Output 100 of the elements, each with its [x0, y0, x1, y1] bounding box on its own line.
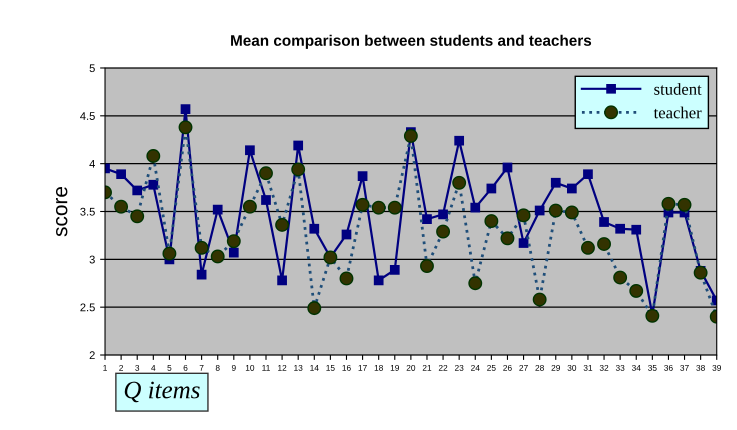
x-tick-label: 26	[503, 364, 512, 371]
x-tick-label: 14	[310, 365, 319, 371]
x-tick-label: 39	[712, 364, 721, 371]
x-tick-label: 37	[680, 364, 689, 371]
point	[645, 308, 660, 323]
x-tick-label: 13	[294, 364, 302, 371]
x-tick-label: 27	[519, 364, 528, 371]
point	[438, 210, 448, 220]
point	[550, 178, 561, 188]
point	[436, 224, 450, 239]
point	[146, 149, 160, 163]
x-tick-label: 36	[664, 364, 673, 371]
point	[242, 200, 257, 214]
x-tick-label: 29	[552, 364, 560, 371]
point	[502, 162, 512, 172]
point	[261, 195, 271, 205]
x-tick-label: 23	[454, 364, 464, 371]
x-tick-label: 21	[422, 364, 432, 371]
x-tick-label: 19	[390, 364, 400, 371]
point	[631, 224, 642, 235]
x-tick-label: 31	[584, 364, 592, 371]
y-tick-label: 3.5	[80, 208, 95, 216]
x-tick-label: 25	[487, 364, 496, 371]
x-tick-label: 18	[374, 364, 383, 371]
y-tick-label: 5	[90, 64, 95, 72]
point	[259, 166, 273, 180]
point	[180, 104, 190, 114]
point	[564, 206, 579, 220]
point	[468, 276, 482, 290]
legend-label: teacher	[654, 106, 702, 118]
x-tick-label: 11	[262, 365, 270, 371]
point	[452, 176, 466, 190]
point	[422, 214, 432, 224]
y-axis-title: score	[56, 186, 68, 236]
point	[340, 272, 354, 286]
point	[372, 200, 386, 215]
x-tick-label: 38	[696, 364, 705, 371]
point	[130, 209, 144, 224]
point	[534, 206, 545, 216]
point	[277, 276, 287, 286]
point	[196, 270, 206, 280]
point	[162, 246, 176, 261]
point	[597, 237, 611, 251]
point	[486, 184, 496, 194]
legend-label: student	[654, 83, 702, 95]
x-tick-label: 30	[568, 364, 576, 371]
point	[226, 234, 241, 248]
x-tick-label: 17	[358, 365, 367, 371]
x-tick-label: 6	[184, 364, 188, 371]
point	[342, 230, 352, 240]
point	[210, 250, 225, 264]
point	[613, 270, 628, 284]
point	[548, 204, 563, 218]
x-tick-label: 35	[648, 364, 657, 371]
point	[212, 204, 223, 214]
x-tick-label: 32	[600, 364, 608, 371]
chart-title: Mean comparison between students and teachers	[231, 34, 592, 49]
point	[194, 240, 209, 255]
point	[323, 250, 338, 264]
point	[245, 145, 255, 156]
x-tick-label: 22	[438, 364, 448, 371]
point	[390, 264, 400, 275]
point	[518, 238, 528, 248]
x-tick-label: 33	[616, 364, 624, 371]
point	[358, 171, 368, 181]
point	[291, 162, 306, 176]
point	[532, 292, 547, 306]
point	[356, 198, 370, 212]
point	[516, 208, 531, 222]
x-tick-label: 4	[151, 365, 156, 371]
x-tick-label: 1	[103, 365, 107, 371]
point	[661, 196, 676, 211]
point	[114, 200, 128, 214]
point	[629, 284, 644, 298]
x-tick-label: 20	[406, 364, 416, 371]
point	[178, 120, 192, 134]
x-tick-label: 2	[119, 364, 124, 371]
x-tick-label: 15	[326, 365, 335, 371]
point	[500, 231, 514, 246]
x-tick-label: 24	[471, 364, 480, 371]
x-tick-label: 7	[200, 365, 204, 371]
point	[566, 184, 577, 194]
y-tick-label: 2.5	[80, 303, 95, 312]
point	[388, 200, 402, 215]
x-axis-title: Q items	[124, 382, 200, 402]
point	[420, 259, 434, 273]
point	[470, 202, 480, 213]
x-tick-label: 9	[232, 364, 236, 371]
point	[116, 169, 126, 180]
point	[454, 136, 464, 146]
x-tick-label: 8	[216, 364, 220, 371]
point	[599, 217, 609, 227]
point	[228, 248, 239, 258]
point	[581, 240, 595, 255]
point	[307, 301, 322, 316]
point	[678, 198, 692, 212]
x-tick-label: 10	[246, 364, 254, 371]
point	[484, 214, 498, 228]
x-tick-label: 5	[167, 365, 172, 371]
point	[374, 276, 384, 286]
